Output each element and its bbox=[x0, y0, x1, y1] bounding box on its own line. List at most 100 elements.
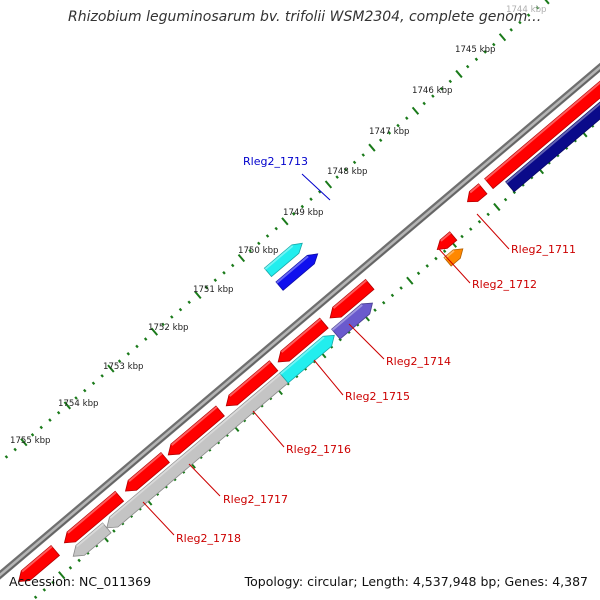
ruler-tick-label: 1749 kbp bbox=[283, 208, 324, 218]
gene-leader-line bbox=[348, 323, 385, 360]
outer-ruler-major-tick bbox=[20, 438, 28, 447]
inner-ruler-major-tick bbox=[406, 276, 414, 285]
outer-ruler-major-tick bbox=[368, 143, 376, 152]
outer-ruler-minor-tick bbox=[204, 285, 209, 290]
outer-ruler-minor-tick bbox=[222, 271, 226, 275]
outer-ruler-minor-tick bbox=[378, 138, 383, 143]
gene-leader-line bbox=[188, 463, 221, 497]
outer-ruler-minor-tick bbox=[213, 278, 218, 282]
gene-label[interactable]: Rleg2_1714 bbox=[386, 355, 451, 368]
outer-ruler-minor-tick bbox=[117, 359, 122, 363]
gene-leader-line bbox=[313, 359, 344, 396]
label-layer: 1744 kbp 1745 kbp 1746 kbp 1747 kbp 1748 kbp… bbox=[10, 5, 576, 545]
feature-bar-highlight bbox=[279, 336, 325, 375]
inner-ruler-minor-tick bbox=[33, 595, 38, 600]
feature-bar bbox=[331, 302, 374, 340]
outer-ruler-minor-tick bbox=[387, 131, 392, 135]
gene-leader-line bbox=[438, 248, 471, 284]
gene-label[interactable]: Rleg2_1712 bbox=[472, 278, 537, 291]
outer-ruler-minor-tick bbox=[483, 50, 487, 54]
outer-ruler-major-tick bbox=[411, 106, 420, 115]
outer-ruler-minor-tick bbox=[431, 94, 435, 98]
outer-ruler-minor-tick bbox=[126, 352, 131, 356]
outer-ruler-minor-tick bbox=[465, 64, 470, 69]
inner-ruler-minor-tick bbox=[77, 558, 81, 563]
ruler-tick-label: 1746 kbp bbox=[412, 86, 453, 96]
backbone-line bbox=[0, 69, 600, 579]
inner-ruler-minor-tick bbox=[460, 234, 464, 239]
gene-arrow-highlight bbox=[171, 406, 218, 446]
gene-label[interactable]: Rleg2_1718 bbox=[176, 532, 241, 545]
outer-ruler-minor-tick bbox=[335, 175, 339, 179]
gene-arrow-highlight bbox=[440, 231, 452, 242]
inner-ruler-minor-tick bbox=[425, 264, 429, 268]
outer-ruler-minor-tick bbox=[509, 28, 513, 32]
gene-label[interactable]: Rleg2_1717 bbox=[223, 493, 288, 506]
ruler-tick-label: 1755 kbp bbox=[10, 436, 51, 446]
backbone-line bbox=[0, 65, 600, 577]
ruler-tick-label: 1745 kbp bbox=[455, 45, 496, 55]
ruler-tick-label: 1753 kbp bbox=[103, 362, 144, 372]
gene-arrow-highlight bbox=[67, 491, 117, 534]
outer-ruler-minor-tick bbox=[56, 410, 61, 415]
outer-ruler-minor-tick bbox=[100, 374, 104, 378]
gene-leader-line bbox=[476, 213, 510, 250]
outer-ruler-major-tick bbox=[455, 69, 463, 79]
outer-ruler-minor-tick bbox=[187, 300, 191, 305]
outer-ruler-minor-tick bbox=[4, 455, 9, 459]
gene-label[interactable]: Rleg2_1716 bbox=[286, 443, 351, 456]
outer-ruler-minor-tick bbox=[422, 101, 426, 106]
outer-ruler-minor-tick bbox=[317, 190, 322, 194]
inner-ruler-minor-tick bbox=[390, 293, 395, 298]
gene-arrow-highlight bbox=[229, 360, 271, 397]
outer-ruler-minor-tick bbox=[344, 167, 348, 172]
inner-ruler-minor-tick bbox=[42, 588, 47, 592]
feature-bar-highlight bbox=[276, 255, 309, 284]
outer-ruler-major-tick bbox=[237, 254, 246, 263]
inner-ruler-major-tick bbox=[493, 202, 501, 212]
inner-ruler-minor-tick bbox=[486, 212, 490, 217]
gene-label[interactable]: Rleg2_1713 bbox=[243, 155, 308, 168]
outer-ruler-minor-tick bbox=[396, 123, 400, 128]
outer-ruler-minor-tick bbox=[405, 116, 409, 120]
outer-ruler-minor-tick bbox=[135, 344, 139, 349]
outer-ruler-major-tick bbox=[107, 364, 115, 373]
inner-ruler-minor-tick bbox=[477, 219, 482, 224]
gene-leader-line bbox=[252, 410, 285, 448]
outer-ruler-minor-tick bbox=[178, 307, 183, 312]
feature-bar bbox=[275, 253, 319, 291]
gene-arrow bbox=[63, 490, 125, 544]
map-title: Rhizobium leguminosarum bv. trifolii WSM… bbox=[68, 9, 542, 25]
feature-layer bbox=[18, 80, 600, 582]
feature-bar bbox=[263, 242, 303, 278]
feature-bar-highlight bbox=[76, 523, 105, 548]
gene-arrow-highlight bbox=[128, 452, 163, 482]
inner-ruler-minor-tick bbox=[399, 286, 403, 290]
feature-bar bbox=[443, 248, 464, 267]
inner-ruler-minor-tick bbox=[68, 566, 73, 570]
ruler-tick-label: 1748 kbp bbox=[327, 167, 368, 177]
inner-ruler-minor-tick bbox=[373, 308, 377, 312]
outer-ruler-minor-tick bbox=[518, 20, 522, 25]
gene-label[interactable]: Rleg2_1715 bbox=[345, 390, 410, 403]
inner-ruler-minor-tick bbox=[112, 529, 116, 533]
backbone-layer bbox=[0, 62, 600, 580]
outer-ruler-minor-tick bbox=[48, 418, 52, 422]
outer-ruler-major-tick bbox=[150, 327, 159, 336]
gene-arrow-highlight bbox=[469, 184, 480, 194]
gene-arrow-highlight bbox=[21, 545, 53, 573]
outer-ruler-minor-tick bbox=[309, 197, 313, 201]
gene-arrow-highlight bbox=[280, 318, 322, 353]
ruler-tick-label: 1750 kbp bbox=[238, 246, 279, 256]
feature-bar-highlight bbox=[505, 102, 600, 184]
outer-ruler-major-tick bbox=[194, 290, 202, 299]
ruler-tick-label: 1754 kbp bbox=[58, 399, 99, 409]
inner-ruler-minor-tick bbox=[442, 249, 447, 253]
outer-ruler-major-tick bbox=[498, 33, 507, 42]
outer-ruler-major-tick bbox=[544, 0, 550, 5]
gene-label[interactable]: Rleg2_1711 bbox=[511, 243, 576, 256]
gene-arrow bbox=[436, 231, 458, 251]
gene-arrow-highlight bbox=[332, 279, 368, 309]
outer-ruler-minor-tick bbox=[274, 226, 278, 231]
